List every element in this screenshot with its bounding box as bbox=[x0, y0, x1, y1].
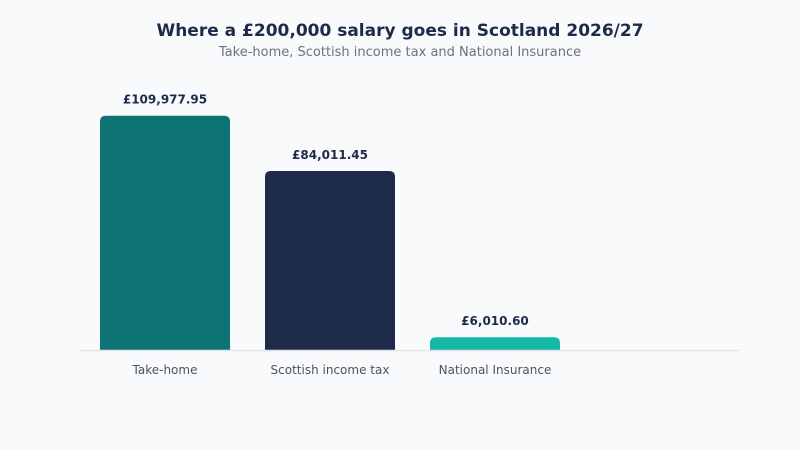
chart-subtitle: Take-home, Scottish income tax and Natio… bbox=[218, 45, 581, 60]
bars-group: £109,977.95 Take-home £84,011.45 Scottish i… bbox=[100, 93, 560, 377]
bar-national-insurance bbox=[430, 337, 560, 350]
value-label: £6,010.60 bbox=[461, 314, 529, 328]
bar-scottish-income-tax bbox=[265, 171, 395, 350]
bar-take-home bbox=[100, 115, 230, 350]
category-label: Scottish income tax bbox=[271, 363, 390, 377]
category-label: National Insurance bbox=[439, 363, 552, 377]
value-label: £84,011.45 bbox=[292, 148, 368, 162]
chart-title: Where a £200,000 salary goes in Scotland… bbox=[156, 21, 643, 41]
value-label: £109,977.95 bbox=[123, 93, 207, 107]
category-label: Take-home bbox=[132, 363, 198, 377]
